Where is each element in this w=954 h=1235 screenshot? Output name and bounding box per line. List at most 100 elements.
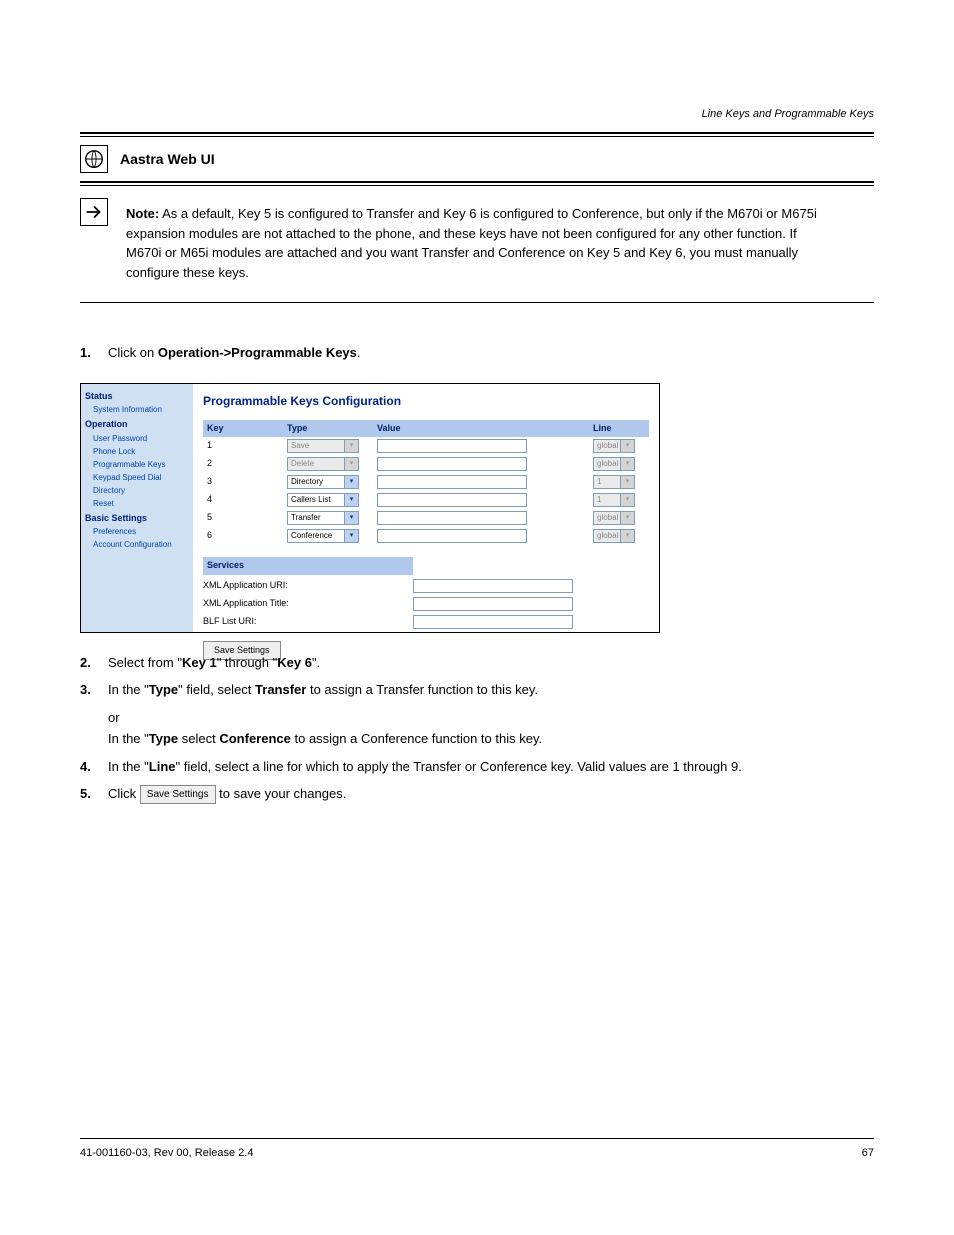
- chevron-down-icon: ▾: [344, 476, 358, 488]
- screenshot-panel: Status System Information Operation User…: [80, 383, 660, 633]
- col-type: Type: [283, 420, 373, 438]
- divider: [80, 181, 874, 186]
- blf-uri-input[interactable]: [413, 615, 573, 629]
- chevron-down-icon: ▾: [620, 494, 634, 506]
- text: " field, select: [178, 682, 255, 697]
- line-select: global▾: [593, 511, 635, 525]
- table-row: 2 Delete▾ global▾: [203, 455, 649, 473]
- sidebar-item[interactable]: User Password: [85, 433, 189, 445]
- line-select: global▾: [593, 457, 635, 471]
- type-select[interactable]: Directory▾: [287, 475, 359, 489]
- footer-divider: [80, 1138, 874, 1139]
- sidebar-item[interactable]: Preferences: [85, 526, 189, 538]
- text: In the ": [108, 682, 149, 697]
- sidebar-heading-operation: Operation: [85, 418, 189, 432]
- value-input[interactable]: [377, 475, 527, 489]
- blf-uri-label: BLF List URI:: [203, 615, 403, 629]
- text-strong: Line: [149, 759, 176, 774]
- sidebar-item-sysinfo[interactable]: System Information: [85, 404, 189, 416]
- step-text: Click on Operation->Programmable Keys.: [108, 343, 361, 363]
- services-heading: Services: [203, 557, 413, 575]
- value-input[interactable]: [377, 511, 527, 525]
- text: to assign a Transfer function to this ke…: [306, 682, 538, 697]
- line-select: global▾: [593, 439, 635, 453]
- step-number: 3.: [80, 680, 98, 700]
- cell-key: 3: [203, 473, 283, 491]
- footer-left: 41-001160-03, Rev 00, Release 2.4: [80, 1147, 253, 1159]
- keys-table: Key Type Value Line 1Save▾global▾2Delete…: [203, 420, 649, 546]
- xml-uri-label: XML Application URI:: [203, 579, 403, 593]
- text: .: [357, 345, 361, 360]
- chevron-down-icon: ▾: [620, 512, 634, 524]
- chevron-down-icon: ▾: [344, 530, 358, 542]
- line-select: global▾: [593, 529, 635, 543]
- chevron-down-icon: ▾: [620, 476, 634, 488]
- step-text: Click Save Settings to save your changes…: [108, 784, 346, 804]
- table-row: 6 Conference▾ global▾: [203, 527, 649, 545]
- xml-uri-input[interactable]: [413, 579, 573, 593]
- chevron-down-icon: ▾: [620, 530, 634, 542]
- line-select: 1▾: [593, 475, 635, 489]
- line-select: 1▾: [593, 493, 635, 507]
- chevron-down-icon: ▾: [344, 440, 358, 452]
- col-value: Value: [373, 420, 589, 438]
- step-text: Select from "Key 1" through "Key 6".: [108, 653, 320, 673]
- table-row: 5 Transfer▾ global▾: [203, 509, 649, 527]
- note-text: Note: As a default, Key 5 is configured …: [120, 198, 874, 288]
- value-input[interactable]: [377, 529, 527, 543]
- text-strong: Key 1: [182, 655, 217, 670]
- step-number: 5.: [80, 784, 98, 804]
- note-body-text: As a default, Key 5 is configured to Tra…: [126, 206, 817, 280]
- text: to assign a Conference function to this …: [291, 731, 542, 746]
- cell-key: 1: [203, 437, 283, 455]
- sidebar-item[interactable]: Directory: [85, 485, 189, 497]
- type-select[interactable]: Callers List▾: [287, 493, 359, 507]
- cell-key: 5: [203, 509, 283, 527]
- footer-right: 67: [862, 1147, 874, 1159]
- step-number: 2.: [80, 653, 98, 673]
- text: " through ": [217, 655, 278, 670]
- step-or: or: [80, 708, 874, 728]
- page-header-right: Line Keys and Programmable Keys: [702, 108, 874, 120]
- text: ".: [312, 655, 320, 670]
- step-text: In the "Line" field, select a line for w…: [108, 757, 742, 777]
- globe-icon: [80, 145, 108, 173]
- type-select[interactable]: Conference▾: [287, 529, 359, 543]
- type-select: Delete▾: [287, 457, 359, 471]
- sidebar-heading-status: Status: [85, 390, 189, 404]
- text: Click: [108, 786, 140, 801]
- web-ui-label: Aastra Web UI: [120, 151, 215, 167]
- main-panel: Programmable Keys Configuration Key Type…: [193, 384, 659, 632]
- text: In the ": [108, 759, 149, 774]
- text: In the ": [108, 731, 149, 746]
- divider: [80, 302, 874, 303]
- step-text: In the "Type select Conference to assign…: [80, 729, 874, 749]
- text: Click on: [108, 345, 158, 360]
- type-select[interactable]: Transfer▾: [287, 511, 359, 525]
- cell-key: 6: [203, 527, 283, 545]
- value-input[interactable]: [377, 457, 527, 471]
- text: Select from ": [108, 655, 182, 670]
- value-input[interactable]: [377, 493, 527, 507]
- text-strong: Type: [149, 682, 178, 697]
- xml-title-label: XML Application Title:: [203, 597, 403, 611]
- sidebar-item[interactable]: Reset: [85, 498, 189, 510]
- cell-key: 2: [203, 455, 283, 473]
- step-text: In the "Type" field, select Transfer to …: [108, 680, 538, 700]
- text-strong: Conference: [219, 731, 291, 746]
- chevron-down-icon: ▾: [344, 494, 358, 506]
- chevron-down-icon: ▾: [620, 440, 634, 452]
- panel-title: Programmable Keys Configuration: [203, 392, 649, 410]
- sidebar-item[interactable]: Keypad Speed Dial: [85, 472, 189, 484]
- value-input[interactable]: [377, 439, 527, 453]
- step-number: 4.: [80, 757, 98, 777]
- sidebar: Status System Information Operation User…: [81, 384, 193, 632]
- xml-title-input[interactable]: [413, 597, 573, 611]
- sidebar-item[interactable]: Phone Lock: [85, 446, 189, 458]
- sidebar-item[interactable]: Programmable Keys: [85, 459, 189, 471]
- text-strong: Key 6: [277, 655, 312, 670]
- save-settings-inline-icon: Save Settings: [140, 785, 216, 804]
- col-line: Line: [589, 420, 649, 438]
- text: " field, select a line for which to appl…: [176, 759, 742, 774]
- sidebar-item[interactable]: Account Configuration: [85, 539, 189, 551]
